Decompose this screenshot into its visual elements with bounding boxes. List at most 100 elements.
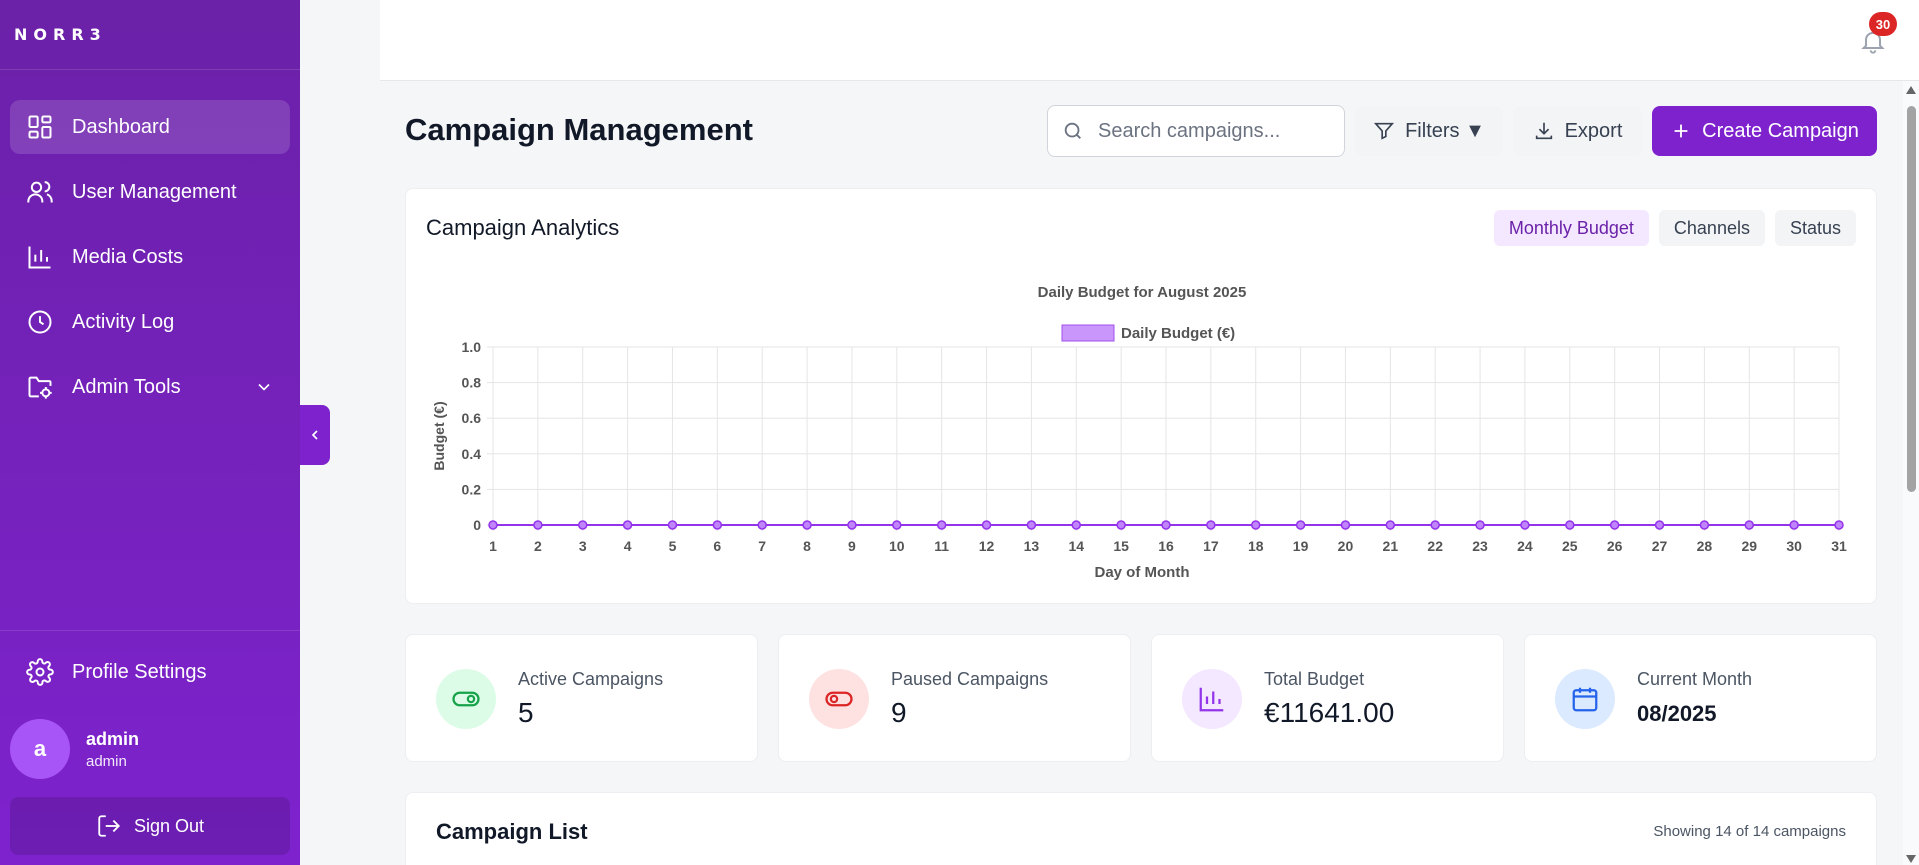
x-tick-label: 18 [1248,538,1264,554]
stat-card-paused: Paused Campaigns 9 [778,634,1131,762]
data-point [1206,520,1216,530]
chevron-left-icon [311,430,318,440]
stat-value: 5 [518,697,534,728]
folder-settings-icon [26,373,54,401]
x-tick-label: 20 [1338,538,1354,554]
scroll-down-arrow[interactable] [1906,855,1916,863]
stat-label: Paused Campaigns [891,669,1049,689]
sign-out-button[interactable]: Sign Out [10,797,290,855]
dashboard-icon [26,113,54,141]
y-axis-title: Budget (€) [431,401,447,470]
bell-icon[interactable] [1859,27,1887,55]
x-tick-label: 29 [1741,538,1757,554]
analytics-title: Campaign Analytics [426,215,620,240]
data-point [667,520,678,530]
sidebar-nav: Dashboard User Management Media Costs Ac… [0,70,300,414]
x-tick-label: 23 [1472,538,1488,554]
x-tick-label: 10 [889,538,905,554]
daily-budget-chart: Daily Budget for August 2025 Daily Budget… [431,284,1847,581]
download-icon [1533,120,1555,142]
stat-icon-circle [1555,669,1615,729]
sidebar-item-dashboard[interactable]: Dashboard [10,100,290,154]
sidebar-collapse-button[interactable] [300,405,330,465]
sidebar-item-label: Media Costs [72,245,184,268]
data-point [1026,520,1037,530]
data-point [1654,520,1665,530]
stat-icon-circle [809,669,869,729]
x-axis-title: Day of Month [1095,564,1190,581]
tab-channels[interactable]: Channels [1658,210,1765,246]
x-tick-label: 28 [1697,538,1713,554]
tab-monthly-budget[interactable]: Monthly Budget [1493,210,1649,246]
data-point [577,520,588,530]
data-point [757,520,767,530]
data-point [981,520,992,530]
x-tick-label: 8 [803,538,811,554]
x-tick-label: 4 [624,538,632,554]
x-tick-label: 21 [1383,538,1399,554]
clock-icon [26,308,54,336]
export-button[interactable]: Export [1513,106,1642,156]
x-tick-label: 11 [934,538,949,554]
x-tick-label: 6 [713,538,721,554]
campaign-list-title: Campaign List [436,819,588,844]
legend-swatch [1061,324,1115,342]
filters-label: Filters ▼ [1405,119,1485,142]
x-tick-label: 2 [534,538,542,554]
sidebar-item-user-management[interactable]: User Management [10,165,290,219]
x-tick-label: 26 [1607,538,1623,554]
data-point [1834,520,1844,530]
data-point [1385,520,1396,530]
sidebar: NORR3 Dashboard User Management Media Co… [0,0,300,865]
plus-icon [1670,120,1692,142]
data-point [1475,520,1485,530]
user-name: admin [86,728,140,749]
data-point [1430,520,1440,530]
tab-status[interactable]: Status [1774,210,1856,246]
filters-button[interactable]: Filters ▼ [1355,106,1503,156]
x-tick-label: 16 [1158,538,1174,554]
data-point [488,520,498,530]
x-tick-label: 17 [1203,538,1219,554]
stat-card-active: Active Campaigns 5 [405,634,758,762]
stat-value: 08/2025 [1637,701,1717,726]
search-input[interactable] [1098,119,1328,143]
y-tick-label: 0.4 [462,446,482,462]
stat-label: Total Budget [1264,669,1365,689]
scroll-up-arrow[interactable] [1906,86,1916,94]
data-point [847,520,857,530]
x-tick-label: 9 [848,538,856,554]
chart-title: Daily Budget for August 2025 [1038,284,1247,301]
stat-value: 9 [891,697,907,728]
page-scrollbar[interactable] [1903,81,1919,865]
y-tick-label: 1.0 [462,339,482,355]
campaign-list-count: Showing 14 of 14 campaigns [1653,823,1846,840]
data-point [622,520,633,530]
data-point [1250,520,1261,530]
sidebar-item-activity-log[interactable]: Activity Log [10,295,290,349]
x-tick-label: 7 [758,538,766,554]
y-tick-label: 0.6 [462,410,482,426]
scroll-thumb[interactable] [1907,106,1916,492]
x-tick-label: 13 [1024,538,1040,554]
page-title: Campaign Management [405,112,753,147]
filter-icon [1373,120,1395,142]
sidebar-item-label: User Management [72,180,237,203]
profile-settings-label: Profile Settings [72,660,207,683]
sidebar-item-label: Activity Log [72,310,175,333]
sidebar-item-admin-tools[interactable]: Admin Tools [10,360,290,414]
chevron-down-icon[interactable] [254,377,274,397]
x-tick-label: 15 [1113,538,1129,554]
sidebar-item-media-costs[interactable]: Media Costs [10,230,290,284]
data-point [1789,520,1799,530]
logout-icon [96,813,122,839]
data-point [936,520,947,530]
profile-settings-link[interactable]: Profile Settings [0,631,300,713]
data-point [1699,520,1710,530]
gear-icon [26,658,54,686]
x-tick-label: 24 [1517,538,1533,554]
create-campaign-label: Create Campaign [1702,119,1859,142]
x-tick-label: 30 [1786,538,1802,554]
create-campaign-button[interactable]: Create Campaign [1652,106,1877,156]
x-tick-label: 12 [979,538,995,554]
